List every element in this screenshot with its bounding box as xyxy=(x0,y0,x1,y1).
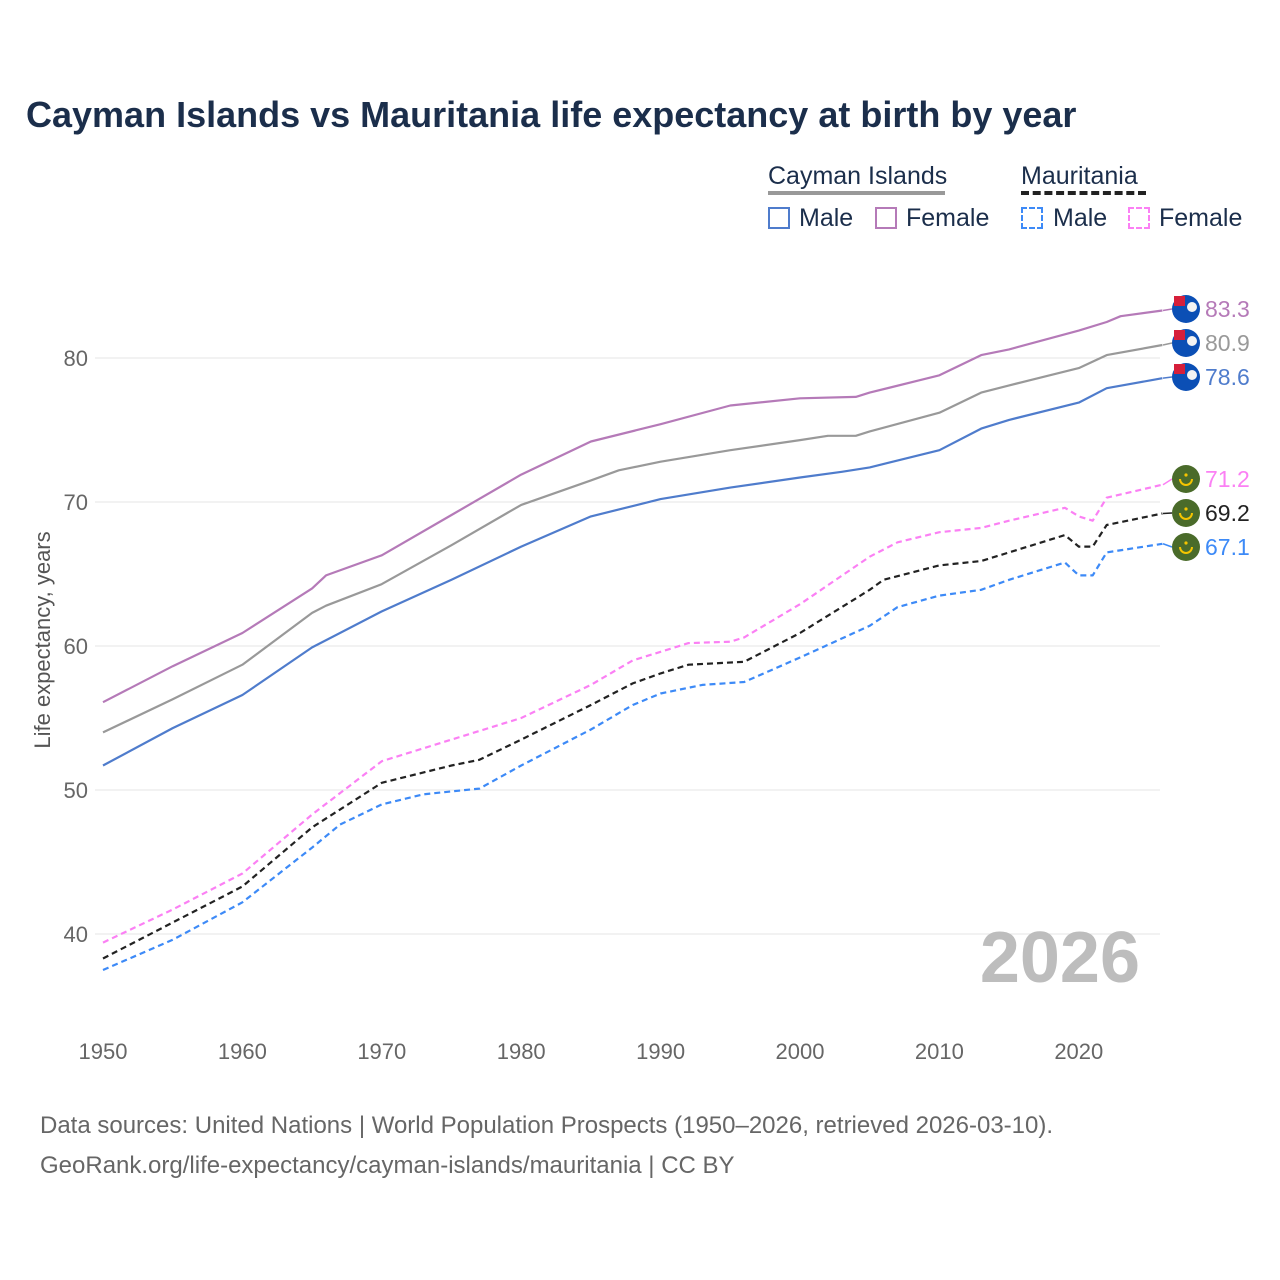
legend-swatch-cayman-female xyxy=(875,207,897,229)
flag-crescent xyxy=(1179,546,1193,554)
flag-crest xyxy=(1187,336,1197,346)
flag-icon-mauritania xyxy=(1172,465,1200,493)
legend-mauritania-dashed-line xyxy=(1021,191,1146,195)
flag-star xyxy=(1184,473,1188,477)
legend-cayman-solid-line xyxy=(768,191,945,195)
x-tick-label: 2010 xyxy=(915,1039,964,1064)
legend-group-mauritania: Mauritania xyxy=(1021,162,1138,190)
x-tick-label: 1970 xyxy=(357,1039,406,1064)
series-line-mauritania-female xyxy=(102,483,1163,944)
source-note: Data sources: United Nations | World Pop… xyxy=(40,1106,1053,1186)
source-line-2: GeoRank.org/life-expectancy/cayman-islan… xyxy=(40,1152,735,1179)
end-label-connector xyxy=(1162,342,1173,346)
legend-swatch-cayman-male xyxy=(768,207,790,229)
x-tick-label: 2020 xyxy=(1054,1039,1103,1064)
legend-label-mauritania-female: Female xyxy=(1159,204,1243,232)
y-tick-label: 70 xyxy=(64,490,88,515)
x-tick-label: 1990 xyxy=(636,1039,685,1064)
flag-crest xyxy=(1187,302,1197,312)
end-label-connector xyxy=(1162,308,1173,312)
series-line-mauritania-male xyxy=(102,542,1163,972)
legend-swatch-mauritania-female xyxy=(1128,207,1150,229)
legend-label-mauritania-male: Male xyxy=(1053,204,1108,232)
end-value-label: 67.1 xyxy=(1205,534,1250,560)
end-value-label: 80.9 xyxy=(1205,330,1250,356)
chart-title: Cayman Islands vs Mauritania life expect… xyxy=(26,94,1077,135)
series-line-cayman-islands-female xyxy=(102,309,1163,704)
flag-icon-mauritania xyxy=(1172,533,1200,561)
flag-crest xyxy=(1187,370,1197,380)
legend-swatch-mauritania-male xyxy=(1021,207,1043,229)
series-line-cayman-islands-male xyxy=(102,377,1163,767)
flag-icon-mauritania xyxy=(1172,499,1200,527)
year-watermark: 2026 xyxy=(980,918,1140,998)
end-label-connector xyxy=(1162,478,1173,486)
flag-union-jack xyxy=(1174,364,1185,374)
end-value-label: 83.3 xyxy=(1205,296,1250,322)
source-line-1: Data sources: United Nations | World Pop… xyxy=(40,1112,1054,1139)
end-value-label: 69.2 xyxy=(1205,500,1250,526)
flag-star xyxy=(1184,541,1188,545)
x-tick-label: 1950 xyxy=(79,1039,128,1064)
x-tick-label: 1980 xyxy=(497,1039,546,1064)
flag-star xyxy=(1184,507,1188,511)
y-tick-label: 50 xyxy=(64,778,88,803)
x-tick-label: 1960 xyxy=(218,1039,267,1064)
y-axis-label: Life expectancy, years xyxy=(30,531,55,748)
flag-crescent xyxy=(1179,512,1193,520)
series-line-mauritania-total xyxy=(102,512,1163,960)
series-line-cayman-islands-total xyxy=(102,343,1163,734)
end-label-connector xyxy=(1162,543,1173,548)
legend-group-cayman: Cayman Islands xyxy=(768,162,948,190)
end-value-label: 71.2 xyxy=(1205,466,1250,492)
end-value-label: 78.6 xyxy=(1205,364,1250,390)
flag-union-jack xyxy=(1174,296,1185,306)
y-tick-label: 80 xyxy=(64,346,88,371)
x-tick-label: 2000 xyxy=(776,1039,825,1064)
flag-union-jack xyxy=(1174,330,1185,340)
y-tick-label: 40 xyxy=(64,922,88,947)
legend-label-cayman-male: Male xyxy=(799,204,854,232)
end-label-connector xyxy=(1162,512,1173,515)
legend-label-cayman-female: Female xyxy=(906,204,990,232)
flag-crescent xyxy=(1179,478,1193,486)
y-tick-label: 60 xyxy=(64,634,88,659)
end-label-connector xyxy=(1162,376,1173,379)
